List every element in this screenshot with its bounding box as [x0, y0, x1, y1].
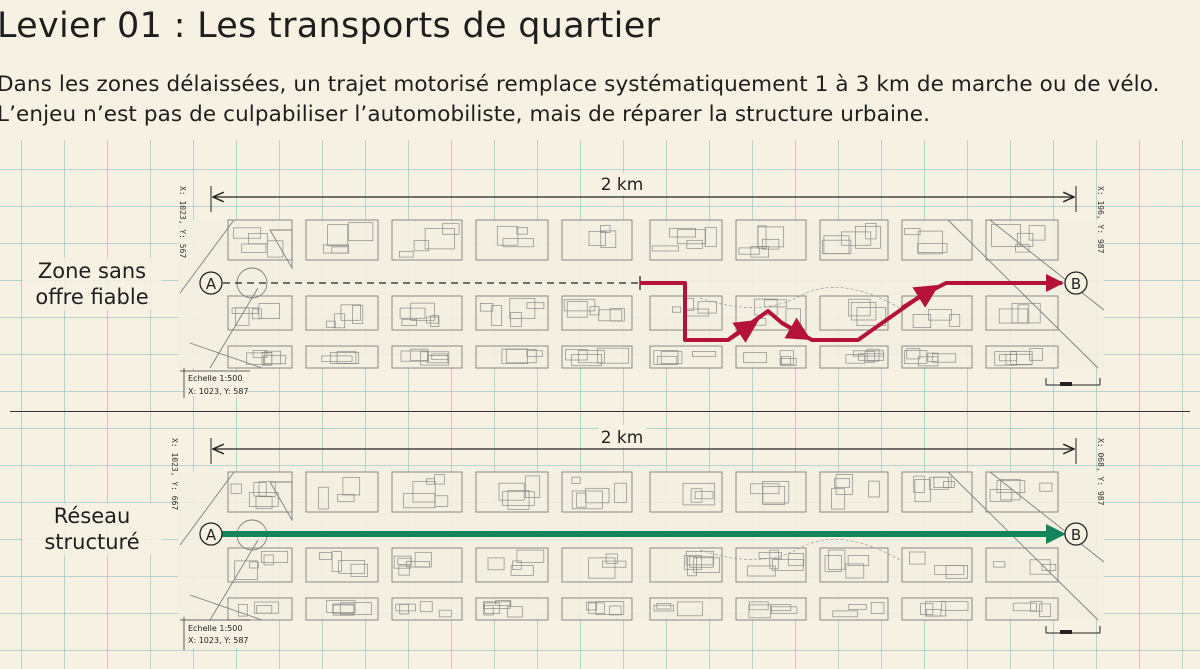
end-point-b: B: [1064, 522, 1088, 546]
start-point-a: A: [199, 271, 223, 295]
city-block: [819, 295, 889, 331]
city-block: [227, 345, 293, 369]
city-block: [305, 219, 379, 261]
city-block: [391, 471, 463, 513]
svg-text:Echelle 1:500: Echelle 1:500: [188, 374, 242, 383]
city-block: [391, 295, 463, 331]
city-block: [305, 597, 379, 621]
start-point-a: A: [199, 522, 223, 546]
coord-tag-left: X: 1023, Y: 667: [170, 438, 179, 510]
city-block: [735, 471, 807, 513]
page-title: Levier 01 : Les transports de quartier: [0, 6, 661, 46]
city-block: [985, 597, 1059, 621]
city-block: [649, 345, 723, 369]
distance-dimension: 2 km: [210, 425, 1077, 464]
city-block: [475, 219, 549, 261]
city-block: [561, 219, 633, 261]
city-block: [985, 471, 1059, 513]
city-block: [649, 219, 723, 261]
city-block: [561, 471, 633, 513]
city-block: [391, 219, 463, 261]
city-block: [735, 219, 807, 261]
city-block: [475, 597, 549, 621]
city-block: [901, 471, 973, 513]
svg-text:A: A: [206, 526, 217, 544]
coord-tag-right: X: 196, Y: 987: [1096, 186, 1105, 254]
svg-text:X: 1023, Y: 587: X: 1023, Y: 587: [188, 636, 249, 645]
city-block: [901, 547, 973, 583]
city-block: [475, 295, 549, 331]
city-block: [227, 597, 293, 621]
street-diagonal: [209, 539, 259, 621]
city-block: [561, 295, 633, 331]
distance-dimension: 2 km: [210, 173, 1077, 212]
svg-text:B: B: [1071, 275, 1081, 293]
city-block: [561, 597, 633, 621]
city-block: [561, 547, 633, 583]
city-block: [901, 219, 973, 261]
scale-bar: [1045, 378, 1101, 386]
city-block: [305, 547, 379, 583]
city-block: [901, 345, 973, 369]
street-diagonal: [947, 471, 1099, 621]
coord-tag-left: X: 1023, Y: 567: [178, 186, 187, 258]
city-block: [985, 295, 1059, 331]
city-block: [391, 597, 463, 621]
city-block: [985, 219, 1059, 261]
city-block: [649, 471, 723, 513]
panel-divider: [10, 411, 1190, 412]
city-block: [735, 597, 807, 621]
city-block: [475, 547, 549, 583]
scale-bar: [1045, 626, 1101, 634]
map-background-2: [178, 471, 1105, 621]
street-diagonal: [209, 287, 259, 369]
scale-box: Echelle 1:500 X: 1023, Y: 587: [180, 368, 250, 398]
diagram-zone-sans-offre: 2 km X: 1023, Y: 567 X: 196, Y: 987 A B …: [0, 168, 1200, 400]
map-background-1: [178, 219, 1105, 369]
coord-tag-right: X: 068, Y: 987: [1096, 438, 1105, 506]
park-path: [699, 287, 901, 309]
city-block: [305, 295, 379, 331]
scale-box: Echelle 1:500 X: 1023, Y: 587: [180, 617, 250, 650]
city-block: [819, 597, 889, 621]
street-diagonal: [989, 471, 1105, 563]
city-block: [475, 345, 549, 369]
street-diagonal: [947, 219, 1099, 369]
diagram-reseau-structure: 2 km X: 1023, Y: 667 X: 068, Y: 987 A B …: [0, 420, 1200, 652]
label-zone-sans-offre: Zone sans offre fiable: [22, 258, 162, 310]
city-block: [649, 597, 723, 621]
street-diagonal: [179, 471, 235, 546]
city-block: [985, 547, 1059, 583]
city-block: [475, 471, 549, 513]
header-background: [0, 0, 1200, 140]
city-block: [561, 345, 633, 369]
city-block: [391, 345, 463, 369]
intro-paragraph: Dans les zones délaissées, un trajet mot…: [0, 72, 1160, 127]
end-point-b: B: [1064, 271, 1088, 295]
street-diagonal: [179, 219, 235, 294]
city-block: [901, 597, 973, 621]
city-block: [819, 471, 889, 513]
street-diagonal: [989, 219, 1105, 311]
city-block: [985, 345, 1059, 369]
distance-label: 2 km: [601, 175, 644, 195]
street-diagonal: [189, 342, 263, 369]
svg-text:A: A: [206, 275, 217, 293]
svg-text:Echelle 1:500: Echelle 1:500: [188, 624, 242, 633]
city-block: [819, 345, 889, 369]
street-diagonal: [189, 594, 263, 621]
city-block: [735, 547, 807, 583]
city-block: [391, 547, 463, 583]
city-block: [735, 345, 807, 369]
svg-text:X: 1023, Y: 587: X: 1023, Y: 587: [188, 387, 249, 396]
city-block: [819, 219, 889, 261]
city-block: [819, 547, 889, 583]
park-path: [699, 539, 901, 561]
label-reseau-structure: Réseau structuré: [22, 503, 162, 555]
distance-label: 2 km: [601, 428, 644, 448]
city-block: [649, 547, 723, 583]
city-block: [305, 345, 379, 369]
svg-text:B: B: [1071, 526, 1081, 544]
city-block: [305, 471, 379, 513]
